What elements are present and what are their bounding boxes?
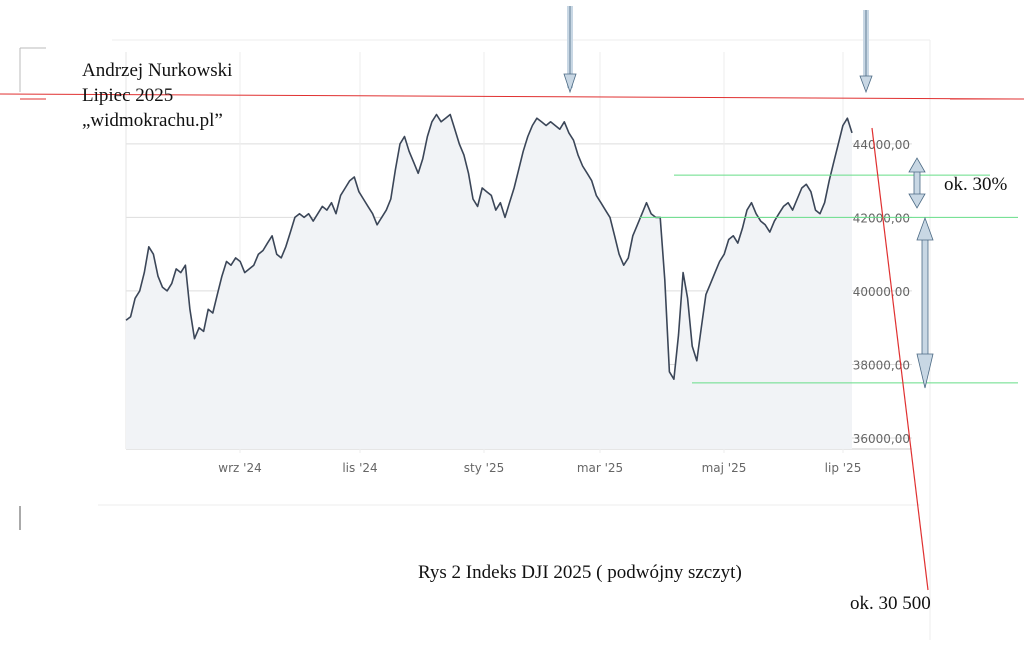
y-tick-label: 38000,00: [853, 358, 910, 372]
y-tick-label: 44000,00: [853, 138, 910, 152]
author-text: Andrzej Nurkowski: [82, 60, 232, 81]
y-tick-label: 36000,00: [853, 432, 910, 446]
peak-arrow-left: [563, 6, 577, 94]
measure-arrow-lower: [916, 216, 934, 389]
x-tick-label: lip '25: [825, 461, 862, 475]
target-label: ok. 30 500: [850, 593, 931, 614]
x-tick-label: mar '25: [577, 461, 623, 475]
figure-caption: Rys 2 Indeks DJI 2025 ( podwójny szczyt): [418, 562, 742, 583]
projection-line: [871, 127, 929, 591]
x-tick-label: sty '25: [464, 461, 504, 475]
reference-line-resistance: [0, 93, 1024, 100]
date-text: Lipiec 2025: [82, 85, 173, 106]
peak-arrow-right: [859, 10, 873, 94]
site-text: „widmokrachu.pl”: [82, 110, 223, 131]
series-area: [126, 114, 852, 449]
y-tick-label: 40000,00: [853, 285, 910, 299]
x-tick-label: maj '25: [702, 461, 747, 475]
x-tick-label: lis '24: [342, 461, 377, 475]
reference-lines: [0, 93, 1024, 384]
y-tick-label: 42000,00: [853, 211, 910, 225]
screenshot-frame: [19, 39, 931, 640]
series-line: [125, 113, 853, 380]
percent-label: ok. 30%: [944, 174, 1008, 195]
x-axis-labels: wrz '24 lis '24 sty '25 mar '25 maj '25 lip '…: [218, 461, 861, 475]
y-axis-labels: 44000,00 42000,00 40000,00 38000,00 36000,00: [853, 138, 910, 446]
measure-arrow-upper: [908, 157, 926, 209]
x-tick-label: wrz '24: [218, 461, 261, 475]
